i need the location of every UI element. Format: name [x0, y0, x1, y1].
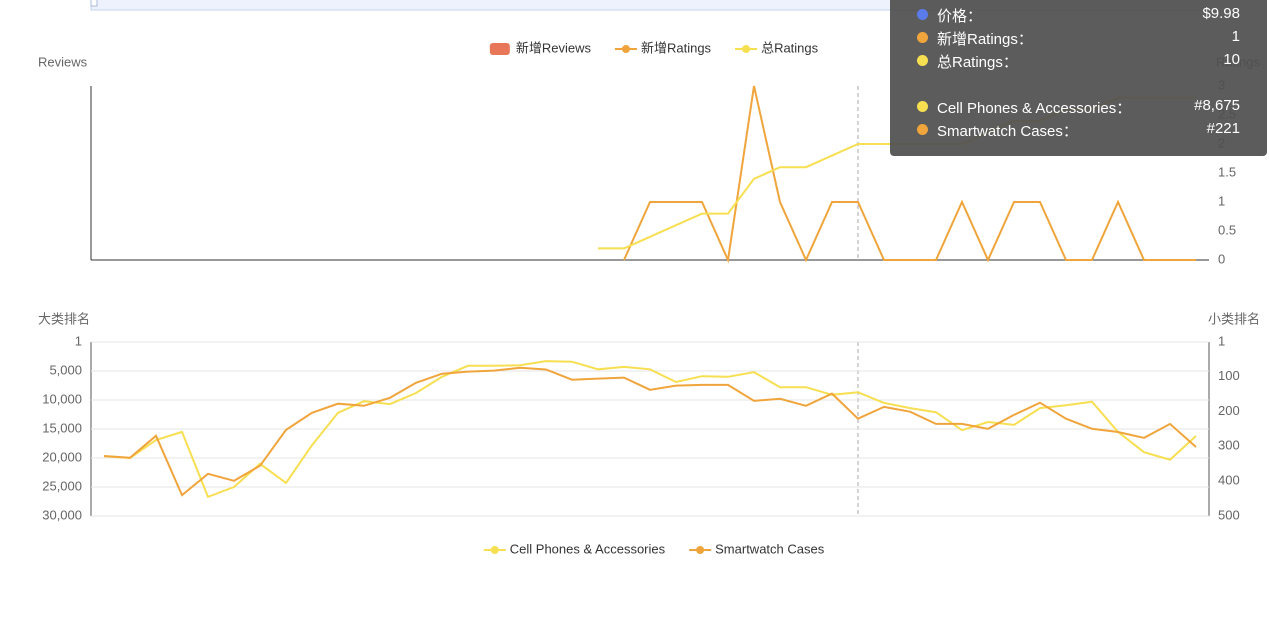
y2-tick-label: 100 [1218, 368, 1240, 383]
tooltip-marker [917, 55, 928, 66]
legend-label: 新增Reviews [516, 40, 592, 55]
y-tick-label: 30,000 [42, 507, 82, 522]
y2-tick-label: 300 [1218, 438, 1240, 453]
tooltip-row: 价格： $9.98 [890, 4, 1267, 25]
series-line [103, 366, 1197, 497]
y2-axis-title: 小类排名 [1208, 311, 1260, 326]
tooltip-value: 1 [1231, 28, 1240, 45]
tooltip-marker [917, 9, 928, 20]
y-axis-title: Reviews [38, 54, 88, 69]
legend-icon [742, 45, 751, 53]
y2-tick-label: 200 [1218, 403, 1240, 418]
legend-label: Smartwatch Cases [715, 541, 825, 556]
tooltip-marker [917, 101, 928, 112]
tooltip-value: 10 [1223, 51, 1240, 68]
tooltip-label: 价格： [937, 8, 983, 25]
legend-item[interactable]: Smartwatch Cases [689, 541, 825, 556]
legend-item[interactable]: 总Ratings [735, 40, 819, 55]
tooltip-row: Smartwatch Cases： #221 [890, 119, 1267, 140]
y-tick-label: 10,000 [42, 391, 82, 406]
legend-icon [490, 546, 499, 554]
tooltip-row: Cell Phones & Accessories： #8,675 [890, 96, 1267, 117]
legend-icon [621, 45, 630, 53]
legend-label: 新增Ratings [641, 40, 712, 55]
tooltip-label: 总Ratings： [937, 54, 1018, 71]
y-tick-label: 20,000 [42, 449, 82, 464]
series-line [623, 85, 1196, 264]
y2-tick-label: 0 [1218, 251, 1225, 266]
y2-tick-label: 0.5 [1218, 222, 1236, 237]
y2-tick-label: 1 [1218, 193, 1225, 208]
y-tick-label: 5,000 [49, 362, 82, 377]
legend-item[interactable]: 新增Reviews [489, 40, 592, 55]
y-tick-label: 1 [75, 333, 82, 348]
tooltip-row: 新增Ratings： 1 [890, 27, 1267, 48]
series-line [103, 360, 1197, 499]
y2-tick-label: 500 [1218, 507, 1240, 522]
tooltip-marker [917, 32, 928, 43]
y-axis-title: 大类排名 [38, 311, 90, 326]
legend-label: Cell Phones & Accessories [510, 541, 666, 556]
legend-icon [489, 43, 510, 55]
tooltip-value: #8,675 [1194, 97, 1240, 114]
tooltip-label: Cell Phones & Accessories： [937, 100, 1132, 117]
y2-tick-label: 400 [1218, 473, 1240, 488]
tooltip-marker [917, 124, 928, 135]
tooltip-label: 新增Ratings： [937, 31, 1033, 48]
legend-icon [696, 546, 705, 554]
tooltip-value: $9.98 [1202, 5, 1240, 22]
y2-tick-label: 1.5 [1218, 164, 1236, 179]
legend-item[interactable]: Cell Phones & Accessories [483, 541, 666, 556]
tooltip-label: Smartwatch Cases： [937, 123, 1078, 140]
zoom-handle[interactable] [90, 0, 98, 7]
tooltip: 价格： $9.98 新增Ratings： 1 总Ratings： 10 Cell Phone… [890, 0, 1267, 156]
y-tick-label: 15,000 [42, 420, 82, 435]
legend-item[interactable]: 新增Ratings [614, 40, 712, 55]
y-tick-label: 25,000 [42, 478, 82, 493]
tooltip-row: 总Ratings： 10 [890, 50, 1267, 71]
y2-tick-label: 1 [1218, 333, 1225, 348]
tooltip-value: #221 [1206, 120, 1240, 137]
legend-label: 总Ratings [761, 40, 819, 55]
